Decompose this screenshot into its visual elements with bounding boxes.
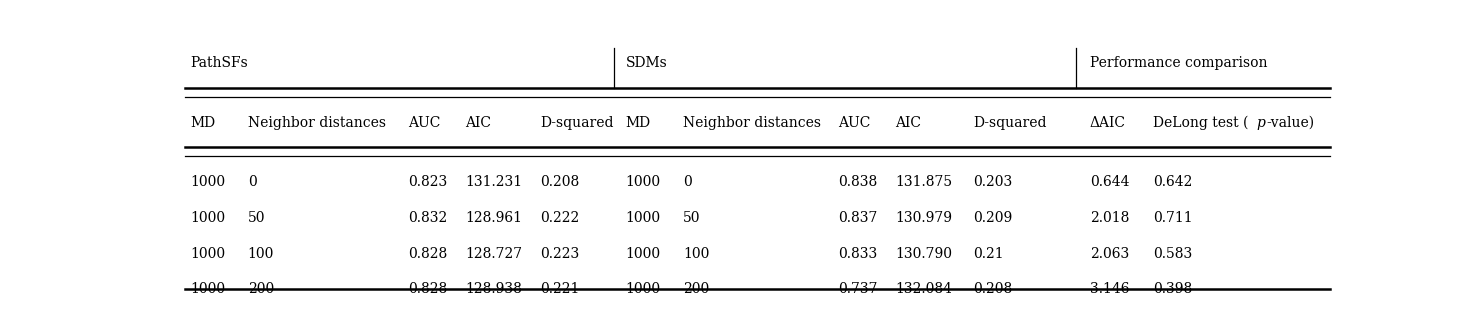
Text: SDMs: SDMs [625,56,668,70]
Text: Neighbor distances: Neighbor distances [683,116,820,130]
Text: 3.146: 3.146 [1089,282,1129,296]
Text: 50: 50 [248,211,265,225]
Text: 0.398: 0.398 [1153,282,1191,296]
Text: 130.979: 130.979 [896,211,952,225]
Text: 128.727: 128.727 [466,247,523,260]
Text: 0.208: 0.208 [973,282,1012,296]
Text: 1000: 1000 [625,211,661,225]
Text: AIC: AIC [466,116,491,130]
Text: 1000: 1000 [191,247,226,260]
Text: DeLong test (: DeLong test ( [1153,116,1247,130]
Text: 1000: 1000 [191,211,226,225]
Text: 0.21: 0.21 [973,247,1004,260]
Text: 2.063: 2.063 [1089,247,1129,260]
Text: PathSFs: PathSFs [191,56,248,70]
Text: 0.838: 0.838 [838,175,876,189]
Text: AIC: AIC [896,116,921,130]
Text: 0.711: 0.711 [1153,211,1193,225]
Text: 128.961: 128.961 [466,211,522,225]
Text: 0.828: 0.828 [408,282,448,296]
Text: 0.209: 0.209 [973,211,1012,225]
Text: 0: 0 [683,175,692,189]
Text: 1000: 1000 [191,282,226,296]
Text: 100: 100 [248,247,273,260]
Text: 131.875: 131.875 [896,175,952,189]
Text: 0.837: 0.837 [838,211,876,225]
Text: 0.221: 0.221 [539,282,579,296]
Text: 2.018: 2.018 [1089,211,1129,225]
Text: 1000: 1000 [625,247,661,260]
Text: 1000: 1000 [625,175,661,189]
Text: Performance comparison: Performance comparison [1089,56,1267,70]
Text: 0.223: 0.223 [539,247,579,260]
Text: 0.222: 0.222 [539,211,579,225]
Text: D-squared: D-squared [539,116,613,130]
Text: 100: 100 [683,247,709,260]
Text: 200: 200 [248,282,273,296]
Text: 130.790: 130.790 [896,247,952,260]
Text: 0.737: 0.737 [838,282,876,296]
Text: 0.823: 0.823 [408,175,448,189]
Text: 132.084: 132.084 [896,282,952,296]
Text: D-squared: D-squared [973,116,1046,130]
Text: 0.833: 0.833 [838,247,876,260]
Text: 1000: 1000 [191,175,226,189]
Text: 0.583: 0.583 [1153,247,1191,260]
Text: 0.203: 0.203 [973,175,1012,189]
Text: 0.644: 0.644 [1089,175,1129,189]
Text: 1000: 1000 [625,282,661,296]
Text: MD: MD [625,116,650,130]
Text: 0.642: 0.642 [1153,175,1193,189]
Text: 0.208: 0.208 [539,175,579,189]
Text: 200: 200 [683,282,709,296]
Text: 131.231: 131.231 [466,175,523,189]
Text: AUC: AUC [408,116,440,130]
Text: 0.828: 0.828 [408,247,448,260]
Text: 0.832: 0.832 [408,211,448,225]
Text: 128.938: 128.938 [466,282,522,296]
Text: -value): -value) [1267,116,1314,130]
Text: 0: 0 [248,175,257,189]
Text: p: p [1256,116,1265,130]
Text: ΔAIC: ΔAIC [1089,116,1126,130]
Text: AUC: AUC [838,116,871,130]
Text: 50: 50 [683,211,701,225]
Text: MD: MD [191,116,216,130]
Text: Neighbor distances: Neighbor distances [248,116,386,130]
